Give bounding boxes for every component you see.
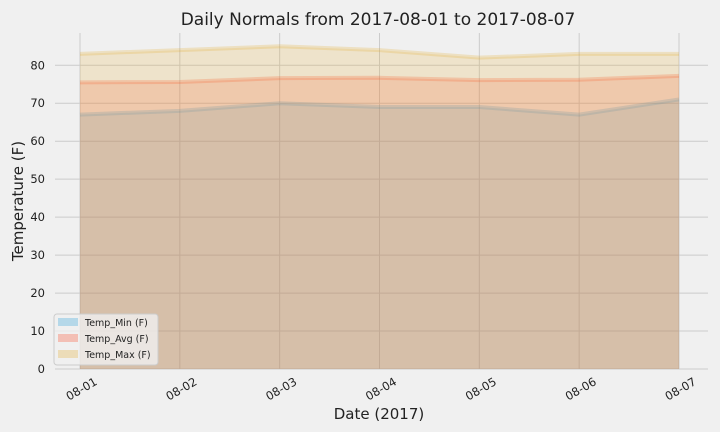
legend-label: Temp_Min (F) [84, 318, 148, 329]
grid [55, 33, 708, 370]
x-axis-label: Date (2017) [334, 405, 425, 423]
y-tick-label: 0 [38, 362, 45, 376]
area-line-series-2 [79, 73, 680, 85]
legend-swatch [58, 334, 78, 342]
legend-swatch [58, 350, 78, 358]
y-axis-label: Temperature (F) [9, 141, 27, 262]
plot-areas [79, 44, 680, 370]
area-line-series-3 [79, 44, 679, 60]
area-fill-series-1 [80, 99, 679, 370]
area-fill-series-3 [80, 46, 679, 369]
y-tick-label: 80 [30, 58, 45, 72]
area-line-series-1 [79, 97, 680, 117]
legend-box [53, 313, 159, 366]
legend: Temp_Min (F) Temp_Avg (F) Temp_Max (F) [53, 313, 159, 366]
chart-title: Daily Normals from 2017-08-01 to 2017-08… [181, 10, 576, 30]
y-tick-label: 10 [30, 324, 45, 338]
area-fill-series-2 [80, 75, 679, 369]
legend-swatch [58, 318, 78, 326]
legend-label: Temp_Max (F) [84, 350, 151, 361]
y-tick-label: 20 [30, 286, 45, 300]
y-tick-label: 40 [30, 210, 45, 224]
legend-label: Temp_Avg (F) [84, 334, 149, 345]
y-tick-label: 60 [30, 134, 45, 148]
y-tick-label: 70 [30, 96, 45, 110]
y-tick-label: 30 [30, 248, 45, 262]
y-tick-label: 50 [30, 172, 45, 186]
